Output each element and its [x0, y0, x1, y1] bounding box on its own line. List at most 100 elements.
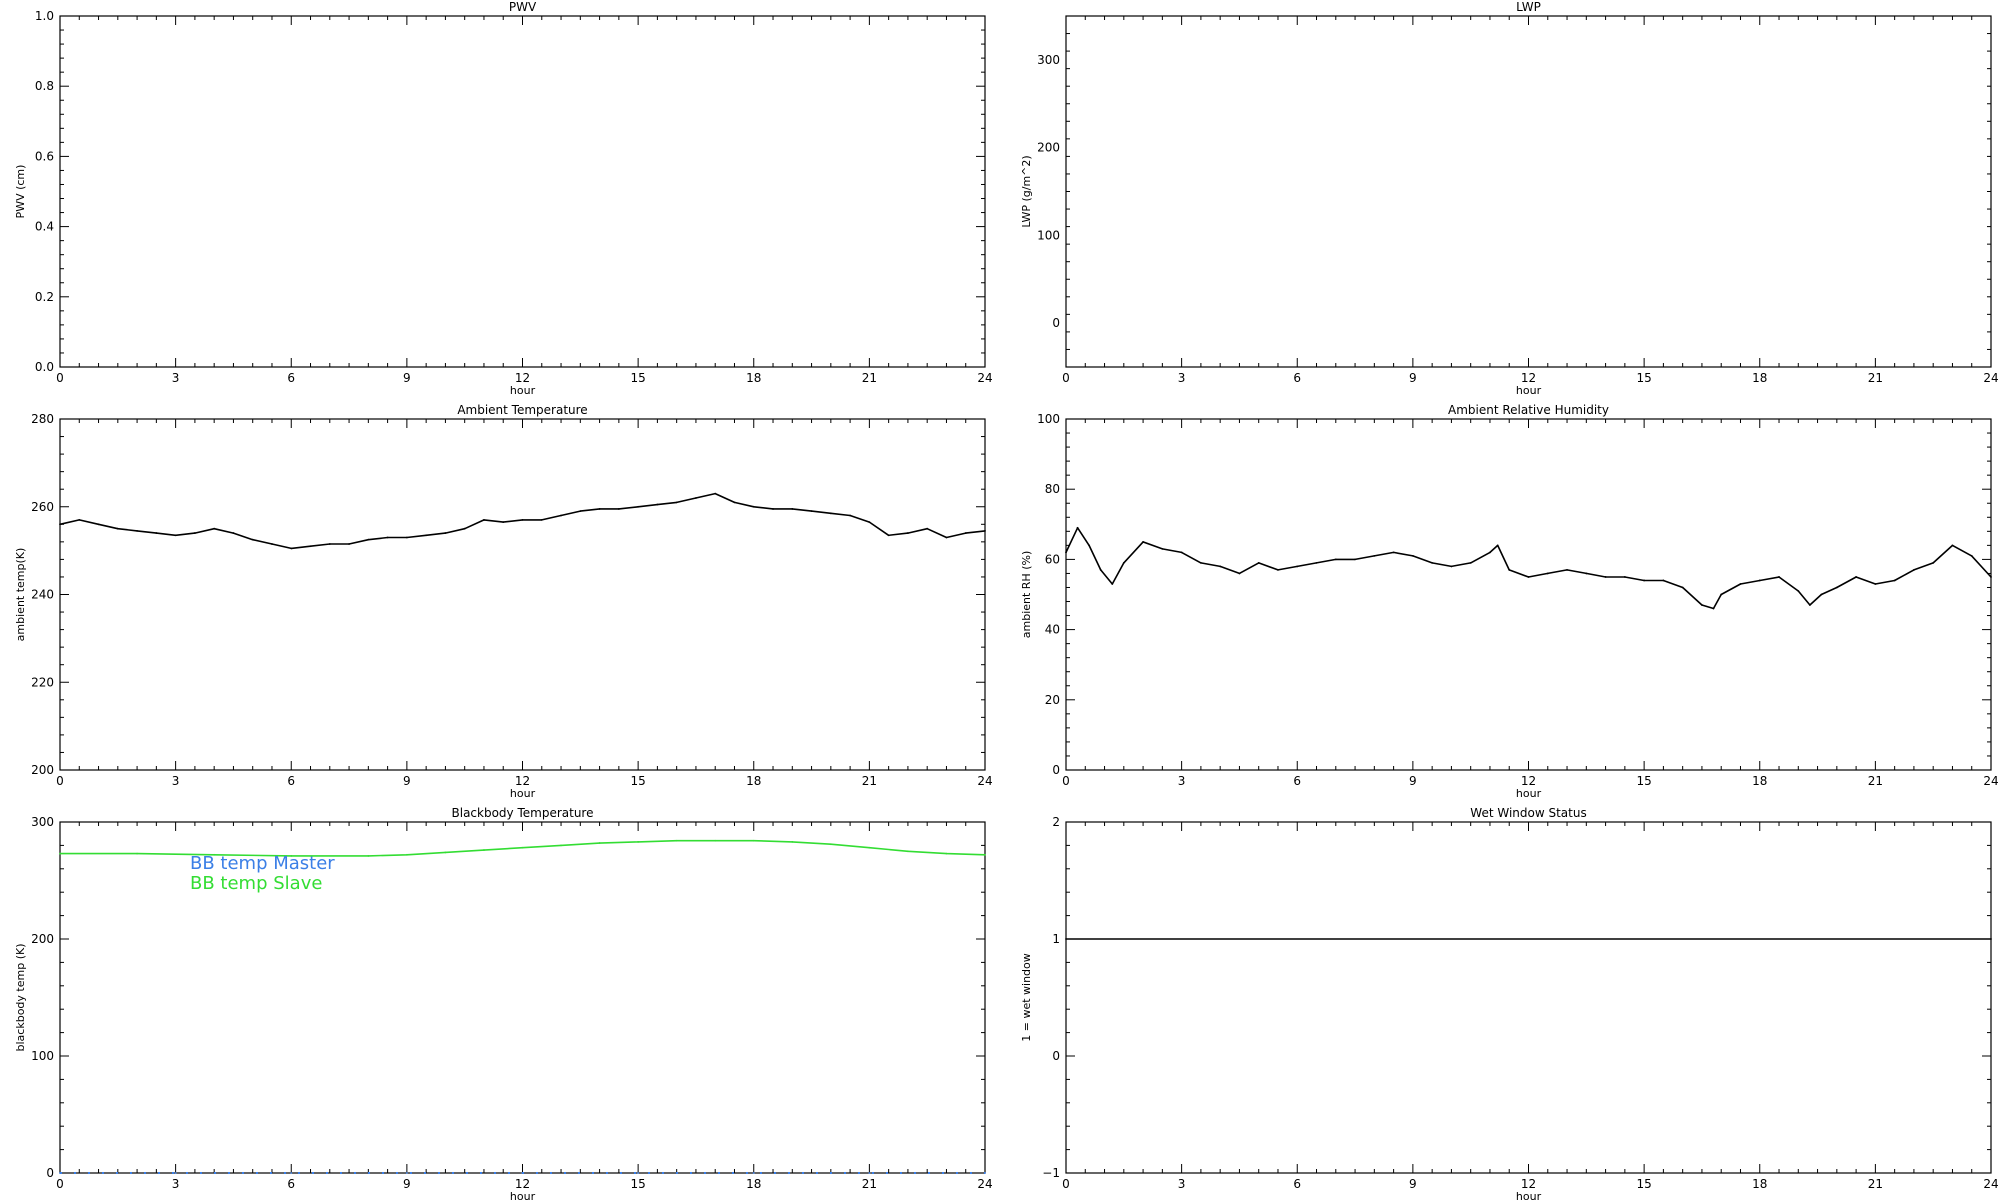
data-point: [444, 851, 447, 854]
x-tick-label: 18: [746, 774, 761, 788]
y-tick-label: 220: [31, 675, 54, 689]
x-axis-label: hour: [1516, 1190, 1542, 1200]
data-point: [1712, 607, 1715, 610]
y-tick-label: 0: [1052, 763, 1060, 777]
x-axis-label: hour: [510, 787, 536, 800]
panel-blackbody-temperature: Blackbody Temperature 0 3 6 9 12 15 18 21 24 hour 0…: [14, 806, 993, 1200]
data-point: [617, 508, 620, 510]
x-tick-label: 0: [1062, 371, 1070, 385]
data-point: [1411, 554, 1414, 557]
x-tick-label: 6: [1293, 1177, 1301, 1191]
data-point: [637, 1172, 640, 1174]
data-point: [810, 510, 813, 513]
data-point: [1970, 554, 1973, 557]
panel-ambient-relative-humidity: Ambient Relative Humidity 0 3 6 9 12 15 18 21 24 h…: [1020, 403, 1999, 800]
data-point: [1720, 593, 1723, 596]
data-point: [213, 527, 216, 530]
y-tick-label: 240: [31, 588, 54, 602]
data-point: [945, 536, 948, 539]
panel-ambient-temperature: Ambient Temperature 0 3 6 9 12 15 18 21 24 hour 200…: [14, 403, 993, 800]
data-point: [328, 543, 331, 545]
x-axis-label: hour: [510, 384, 536, 397]
x-tick-label: 0: [1062, 1177, 1070, 1191]
x-tick-label: 12: [515, 1177, 530, 1191]
data-point: [290, 547, 293, 550]
data-point: [1913, 569, 1915, 571]
x-tick-label: 15: [1636, 1177, 1651, 1191]
x-tick-label: 18: [1752, 774, 1767, 788]
data-point: [1951, 544, 1954, 547]
data-point: [1758, 579, 1761, 582]
x-tick-label: 15: [1636, 371, 1651, 385]
data-point: [1808, 604, 1811, 606]
data-point: [425, 534, 428, 537]
data-point: [174, 1172, 177, 1174]
data-point: [829, 512, 832, 515]
y-tick-label: 0.2: [35, 290, 54, 304]
x-tick-label: 6: [287, 774, 295, 788]
y-axis-label: 1 = wet window: [1020, 953, 1033, 1042]
y-tick-label: 100: [1037, 412, 1060, 426]
data-point: [232, 532, 235, 534]
data-point: [868, 846, 871, 849]
data-point: [463, 527, 466, 530]
data-point: [1373, 554, 1376, 557]
x-tick-label: 21: [1868, 774, 1883, 788]
x-tick-label: 0: [56, 1177, 64, 1191]
y-axis-label: PWV (cm): [14, 165, 27, 219]
data-point: [521, 846, 524, 849]
x-tick-label: 12: [1521, 1177, 1536, 1191]
x-tick-label: 3: [172, 774, 180, 788]
x-tick-label: 24: [977, 371, 992, 385]
x-tick-label: 18: [746, 371, 761, 385]
data-point: [1546, 572, 1549, 575]
panel-pwv: PWV 0 3 6 9 12 15 18 21 24 hour 0.0 0.2 0.4 0.6 0.8 1.0 P…: [14, 0, 993, 397]
data-point: [1874, 583, 1877, 585]
data-point: [502, 521, 505, 524]
data-point: [560, 514, 562, 517]
data-point: [1065, 551, 1067, 554]
data-point: [444, 532, 447, 534]
chart-title: Ambient Relative Humidity: [1448, 403, 1609, 417]
data-point: [78, 519, 81, 521]
data-point: [1527, 576, 1530, 578]
data-point: [695, 497, 697, 499]
x-tick-label: 9: [403, 1177, 411, 1191]
data-point: [405, 1172, 408, 1174]
y-tick-label: 100: [1037, 228, 1060, 242]
x-tick-label: 24: [977, 774, 992, 788]
data-point: [1065, 938, 1067, 940]
y-axis-label: LWP (g/m^2): [1020, 155, 1033, 227]
data-point: [1469, 562, 1472, 564]
series-line-0: [1065, 526, 1992, 610]
data-point: [714, 839, 717, 842]
data-point: [579, 510, 582, 513]
data-point: [1392, 551, 1395, 554]
series-line-0: [59, 492, 986, 550]
data-point: [1450, 565, 1453, 568]
x-tick-label: 0: [56, 371, 64, 385]
x-tick-label: 9: [403, 371, 411, 385]
x-tick-label: 12: [515, 774, 530, 788]
data-point: [1990, 576, 1992, 578]
y-tick-label: 1: [1052, 932, 1060, 946]
data-point: [540, 519, 543, 521]
data-point: [1662, 579, 1665, 582]
data-point: [829, 843, 832, 846]
y-tick-label: 1.0: [35, 9, 54, 23]
data-point: [1835, 586, 1838, 589]
data-point: [984, 853, 986, 856]
data-point: [868, 1172, 871, 1174]
chart-title: Ambient Temperature: [457, 403, 587, 417]
y-tick-label: 0: [46, 1166, 54, 1180]
x-tick-label: 3: [172, 371, 180, 385]
data-point: [1893, 579, 1896, 582]
data-point: [97, 523, 100, 526]
data-point: [675, 501, 678, 504]
data-point: [1238, 572, 1241, 575]
data-point: [752, 1172, 755, 1174]
data-point: [405, 853, 408, 856]
data-point: [155, 532, 158, 534]
data-point: [193, 532, 196, 534]
